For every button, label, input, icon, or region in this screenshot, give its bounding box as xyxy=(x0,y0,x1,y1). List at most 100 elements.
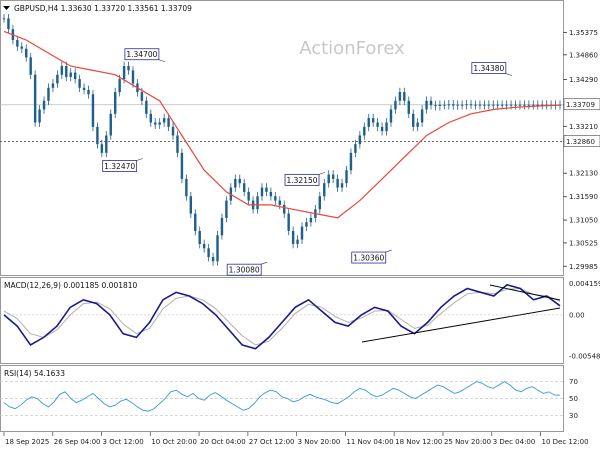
price-bar xyxy=(380,126,384,132)
price-bar xyxy=(518,104,522,106)
dropdown-arrow-icon[interactable] xyxy=(3,6,10,10)
price-bar xyxy=(318,196,322,210)
price-bar xyxy=(42,100,46,110)
price-bar xyxy=(363,126,366,136)
price-bar xyxy=(171,126,175,136)
price-bar xyxy=(7,18,10,30)
price-bar xyxy=(256,196,259,210)
price-bar xyxy=(469,104,473,106)
price-bar xyxy=(509,104,513,106)
price-bar xyxy=(412,113,415,127)
macd-tick-label: -0.005485 xyxy=(569,353,600,361)
rsi-tick-label: 30 xyxy=(569,412,578,420)
price-bar xyxy=(162,118,166,123)
price-bar xyxy=(456,104,459,106)
price-bar xyxy=(16,40,19,47)
price-bar xyxy=(398,92,402,101)
price-bar xyxy=(194,213,197,231)
price-bar xyxy=(394,100,397,110)
price-bar xyxy=(189,196,193,214)
macd-title: MACD(12,26,9) 0.001185 0.001810 xyxy=(4,281,138,290)
price-bar xyxy=(122,66,126,80)
price-bar xyxy=(91,94,95,127)
price-label-box xyxy=(124,48,160,61)
last-price-tag-text: 1.33709 xyxy=(566,101,595,109)
price-tick-label: 1.34860 xyxy=(569,51,598,59)
price-bar xyxy=(47,87,50,101)
x-tick-label: 3 Dec 04:00 xyxy=(493,438,536,446)
rsi-title: RSI(14) 54.1633 xyxy=(4,369,65,378)
price-bar xyxy=(234,178,237,188)
watermark: ActionForex xyxy=(299,38,405,59)
price-bar xyxy=(323,183,326,197)
price-label-text: 1.34380 xyxy=(473,64,504,73)
price-bar xyxy=(51,83,55,88)
price-panel-frame xyxy=(0,0,564,276)
price-bar xyxy=(154,122,157,125)
price-bar xyxy=(140,92,144,101)
price-bar xyxy=(376,122,379,127)
rsi-tick-label: 70 xyxy=(569,378,578,386)
price-bar xyxy=(367,118,370,127)
price-bar xyxy=(474,104,477,106)
price-bar xyxy=(207,248,210,257)
price-bar xyxy=(340,183,344,188)
last-price-tag-box xyxy=(563,98,600,111)
price-bar xyxy=(460,104,464,106)
price-bar xyxy=(60,66,64,75)
price-panel: 1.35375 1.34860 1.34290 1.33709 1.33210 1.328… xyxy=(0,14,600,276)
price-tick-label: 1.34290 xyxy=(569,76,598,84)
ref-level-tag-box xyxy=(563,135,600,147)
macd-tick-label: 0.004159 xyxy=(569,280,600,288)
price-bar xyxy=(78,79,81,88)
price-bar xyxy=(96,126,99,145)
price-label-box xyxy=(471,62,507,75)
price-bar xyxy=(407,100,410,114)
rsi-line xyxy=(3,381,560,412)
price-bar xyxy=(505,104,508,106)
price-bar xyxy=(145,100,148,114)
price-bar xyxy=(131,70,135,84)
price-bar xyxy=(336,178,339,188)
price-bar xyxy=(429,100,433,106)
price-bar xyxy=(180,152,184,179)
price-bar xyxy=(238,178,241,184)
price-bar xyxy=(105,135,108,153)
macd-line xyxy=(3,283,561,350)
x-tick-label: 25 Nov 20:00 xyxy=(444,438,491,446)
price-bar xyxy=(260,187,264,197)
price-bar xyxy=(149,113,152,123)
price-label-leader xyxy=(505,73,512,76)
x-tick-label: 18 Nov 12:00 xyxy=(395,438,442,446)
price-bar xyxy=(127,66,130,71)
price-bar xyxy=(113,92,117,114)
price-tick-label: 1.35375 xyxy=(569,29,598,37)
price-label-leader xyxy=(261,261,268,265)
price-label-box xyxy=(226,263,262,276)
price-label-leader xyxy=(158,59,165,63)
price-bar xyxy=(82,87,86,90)
price-bar xyxy=(38,109,41,123)
signal-line xyxy=(3,287,561,346)
price-bar xyxy=(167,118,170,127)
price-tick-label: 1.31590 xyxy=(569,193,598,201)
price-bar xyxy=(56,74,59,84)
price-tick-label: 1.31050 xyxy=(569,217,598,225)
price-tick-label: 1.32130 xyxy=(569,170,598,178)
price-bar xyxy=(87,89,90,95)
price-bar xyxy=(478,104,482,106)
price-bar xyxy=(211,256,215,262)
symbol-header: GBPUSD,H4 1.33630 1.33720 1.33561 1.3370… xyxy=(14,4,192,13)
price-bar xyxy=(483,104,486,106)
price-tick-label: 1.33210 xyxy=(569,123,598,131)
price-bar xyxy=(354,144,357,153)
x-tick-label: 27 Oct 12:00 xyxy=(249,438,295,446)
macd-upper-trendline xyxy=(489,284,561,301)
price-bar xyxy=(345,170,348,184)
x-tick-label: 10 Dec 12:00 xyxy=(541,438,588,446)
rsi-panel: RSI(14) 54.1633 70 50 30 xyxy=(0,369,578,420)
price-bar xyxy=(216,235,219,262)
price-label-leader xyxy=(136,158,143,161)
